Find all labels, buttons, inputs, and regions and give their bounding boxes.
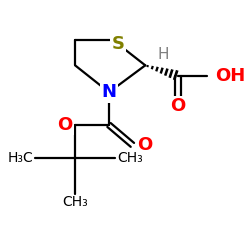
Text: O: O: [58, 116, 73, 134]
Text: H₃C: H₃C: [7, 151, 33, 165]
Text: CH₃: CH₃: [117, 151, 143, 165]
Text: O: O: [170, 97, 186, 115]
Text: OH: OH: [216, 67, 246, 85]
Text: N: N: [102, 83, 116, 101]
Text: CH₃: CH₃: [62, 195, 88, 209]
Text: H: H: [157, 47, 168, 62]
Text: S: S: [112, 35, 125, 53]
Text: O: O: [137, 136, 152, 154]
